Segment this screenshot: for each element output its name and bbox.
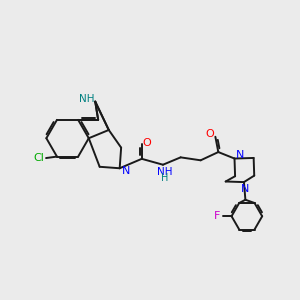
Text: F: F [214, 211, 220, 221]
Text: N: N [241, 184, 250, 194]
Text: O: O [143, 138, 152, 148]
Text: H: H [161, 173, 169, 183]
Text: NH: NH [79, 94, 95, 104]
Text: O: O [206, 129, 214, 139]
Text: Cl: Cl [34, 153, 45, 163]
Text: NH: NH [157, 167, 172, 177]
Text: N: N [236, 150, 244, 160]
Text: N: N [122, 166, 130, 176]
